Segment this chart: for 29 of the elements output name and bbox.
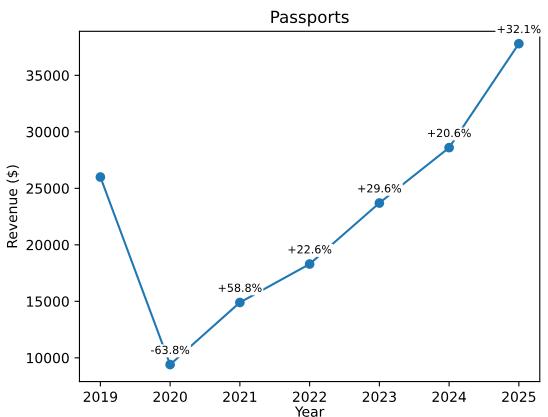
x-tick-label: 2025 [502, 392, 536, 402]
point [96, 172, 106, 182]
point [514, 38, 524, 49]
annotation: +58.8% [218, 284, 262, 292]
y-tick-label: 20000 [26, 240, 69, 250]
point [444, 142, 454, 153]
point [235, 298, 245, 308]
y-tick-label: 10000 [27, 352, 69, 364]
point [165, 360, 175, 370]
x-tick-label: 2021 [223, 392, 256, 402]
x-tick-label: 2020 [153, 392, 187, 402]
point [374, 198, 384, 208]
chart-title: Passports [271, 10, 349, 26]
y-axis-title: Revenue ($) [6, 165, 20, 248]
y-tick-label: 30000 [26, 126, 69, 138]
x-tick-label: 2022 [292, 392, 326, 402]
annotation: +29.6% [358, 184, 402, 193]
point [304, 259, 314, 269]
y-tick-label: 15000 [27, 296, 69, 307]
annotation: +32.1% [498, 24, 541, 34]
x-tick-label: 2019 [84, 392, 118, 402]
x-tick-label: 2023 [362, 392, 396, 402]
y-tick-label: 25000 [26, 183, 69, 194]
x-tick-label: 2024 [432, 392, 466, 402]
x-axis-title: Year [294, 406, 324, 417]
annotation: +20.6% [428, 128, 471, 138]
annotation: -63.8% [151, 346, 190, 354]
annotation: +22.6% [288, 245, 332, 254]
y-tick-label: 35000 [26, 70, 69, 81]
